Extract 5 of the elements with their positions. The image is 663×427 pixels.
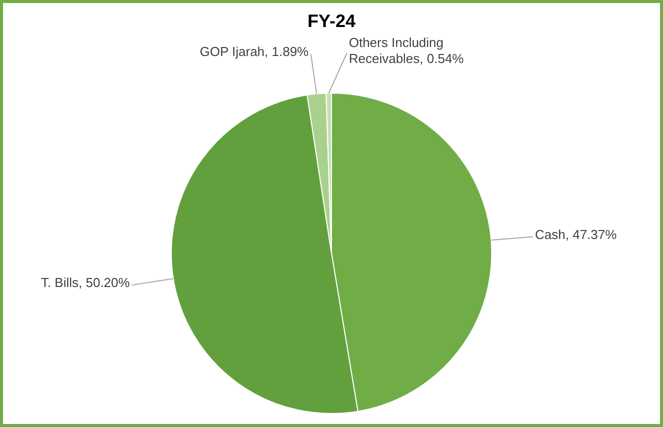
slice-label: Others Including Receivables, 0.54%: [348, 35, 464, 66]
chart-title: FY-24: [307, 10, 356, 31]
slice-label: Cash, 47.37%: [535, 226, 618, 242]
slice-label: T. Bills, 50.20%: [40, 275, 130, 290]
slice-label: GOP Ijarah, 1.89%: [200, 44, 310, 60]
